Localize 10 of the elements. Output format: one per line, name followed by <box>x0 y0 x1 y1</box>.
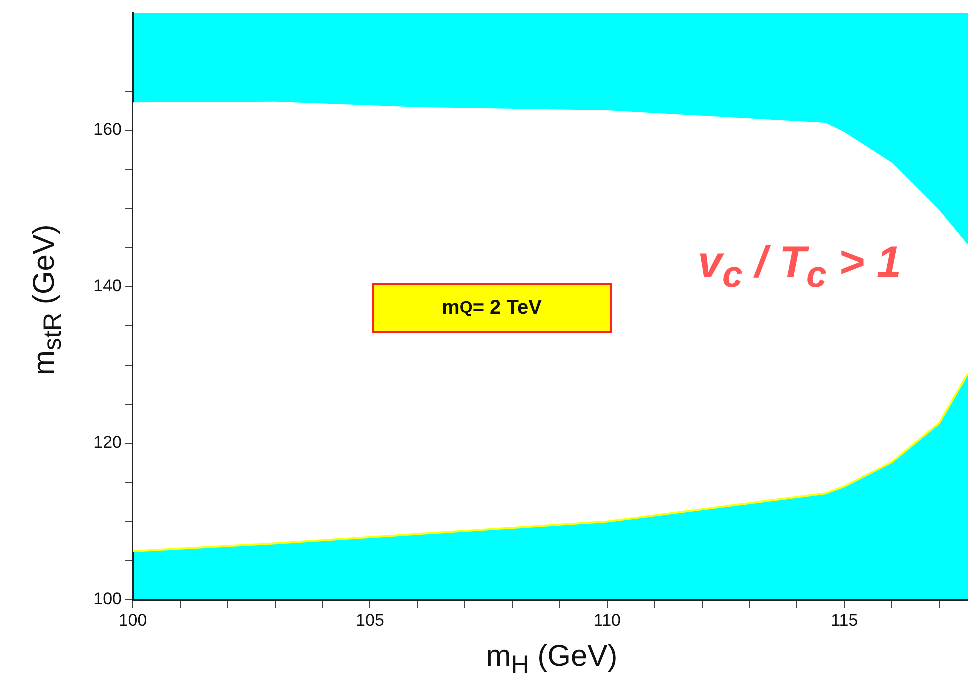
y-tick-label: 160 <box>94 120 122 140</box>
y-tick-label: 100 <box>94 590 122 609</box>
x-tick-label: 100 <box>118 610 148 630</box>
annotation: v$_{c}$ / T$_{c}$ > 1 <box>698 238 902 296</box>
y-tick-label: 120 <box>94 433 122 452</box>
x-tick-label: 110 <box>594 610 621 630</box>
x-tick-label: 105 <box>356 610 384 630</box>
x-tick-label: 115 <box>831 610 858 630</box>
x-axis-title: m$_{H}$ (GeV) <box>485 640 619 680</box>
y-tick-label: 140 <box>94 276 122 296</box>
